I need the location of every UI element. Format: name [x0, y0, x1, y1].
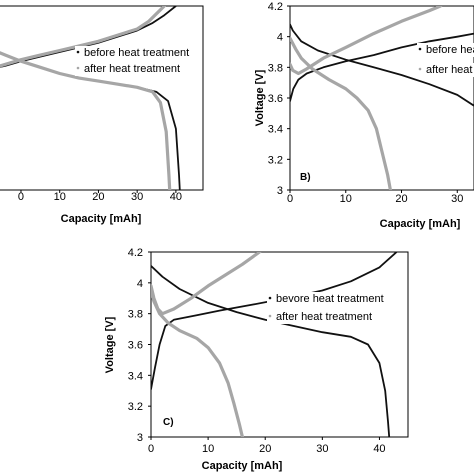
legend-background: [417, 63, 474, 77]
y-tick-label: 3.2: [268, 154, 283, 166]
legend-label: before heat treatment: [426, 44, 474, 56]
x-axis-title: Capacity [mAh]: [202, 460, 283, 472]
y-tick-label: 3: [137, 432, 143, 444]
x-tick-label: 10: [202, 443, 214, 455]
legend-label: bevore heat treatment: [276, 293, 384, 305]
series-after-discharge-curve: [290, 36, 392, 190]
panel-b: 0 10 20 30 3 3.2 3.4 3.6 3.8 4 4.2 Capacity [mAh] Vo…: [254, 1, 474, 230]
legend-label: after heat treatment: [276, 311, 372, 323]
x-tick-label: 40: [170, 191, 182, 203]
legend-marker: [268, 296, 272, 300]
y-tick-label: 3.4: [268, 124, 283, 136]
panel-label: C): [163, 417, 174, 428]
plot-frame: [289, 5, 474, 191]
series-before-discharge-curve: [151, 265, 391, 437]
legend-background: [417, 43, 474, 57]
y-tick-label: 3.8: [128, 309, 143, 321]
plot-frame: [0, 5, 204, 191]
y-tick-label: 4: [277, 32, 283, 44]
x-tick-label: 30: [316, 443, 328, 455]
legend-background: [75, 62, 195, 76]
y-tick-label: 3: [277, 185, 283, 197]
y-tick-label: 3.6: [268, 93, 283, 105]
x-tick-label: 0: [18, 191, 24, 203]
x-tick-label: 20: [259, 443, 271, 455]
series-after-discharge-curve: [0, 51, 172, 190]
legend-marker: [76, 50, 80, 54]
y-tick-label: 4.2: [128, 247, 143, 259]
y-axis-title: Voltage [V]: [104, 316, 116, 373]
legend-marker: [418, 67, 422, 71]
legend-marker: [268, 314, 272, 318]
series-after-charge-curve: [151, 252, 262, 316]
legend-label: before heat treatment: [84, 47, 189, 59]
x-axis-title: Capacity [mAh]: [61, 213, 142, 225]
series-before-charge-curve: [151, 252, 398, 391]
legend-background: [267, 310, 387, 324]
legend-background: [267, 292, 387, 306]
legend-marker: [76, 66, 80, 70]
panel-label: B): [300, 172, 311, 183]
series-before-charge-curve: [290, 32, 474, 102]
legend-background: [75, 46, 195, 60]
legend-label: after heat treatment: [84, 63, 180, 75]
y-tick-label: 3.2: [128, 401, 143, 413]
series-after-discharge-curve: [151, 290, 244, 437]
series-after-charge-curve: [290, 6, 443, 76]
x-tick-label: 10: [340, 193, 352, 205]
x-axis-title: Capacity [mAh]: [380, 218, 461, 230]
legend-label: after heat treatment: [426, 64, 474, 76]
x-tick-label: 20: [395, 193, 407, 205]
y-tick-label: 3.4: [128, 370, 143, 382]
x-tick-label: 0: [287, 193, 293, 205]
legend: before heat treatment after heat treatmen…: [417, 43, 474, 77]
plot-frame: [150, 251, 409, 438]
legend: before heat treatment after heat treatmen…: [75, 46, 195, 76]
legend: bevore heat treatment after heat treatmen…: [267, 292, 387, 324]
panel-a: 0 10 20 30 40 Capacity [mAh] before heat treat…: [0, 5, 204, 225]
x-tick-label: 20: [92, 191, 104, 203]
x-tick-label: 40: [373, 443, 385, 455]
legend-marker: [418, 47, 422, 51]
y-tick-label: 4.2: [268, 1, 283, 13]
x-tick-label: 0: [148, 443, 154, 455]
x-tick-label: 30: [131, 191, 143, 203]
series-before-discharge-curve: [290, 23, 474, 107]
y-tick-label: 3.8: [268, 62, 283, 74]
panel-c: 0 10 20 30 40 3 3.2 3.4 3.6 3.8 4 4.2 Capacity [mAh]…: [104, 247, 409, 472]
y-axis-title: Voltage [V]: [254, 69, 266, 126]
y-tick-label: 3.6: [128, 340, 143, 352]
x-tick-label: 30: [451, 193, 463, 205]
y-tick-label: 4: [137, 278, 143, 290]
x-tick-label: 10: [54, 191, 66, 203]
